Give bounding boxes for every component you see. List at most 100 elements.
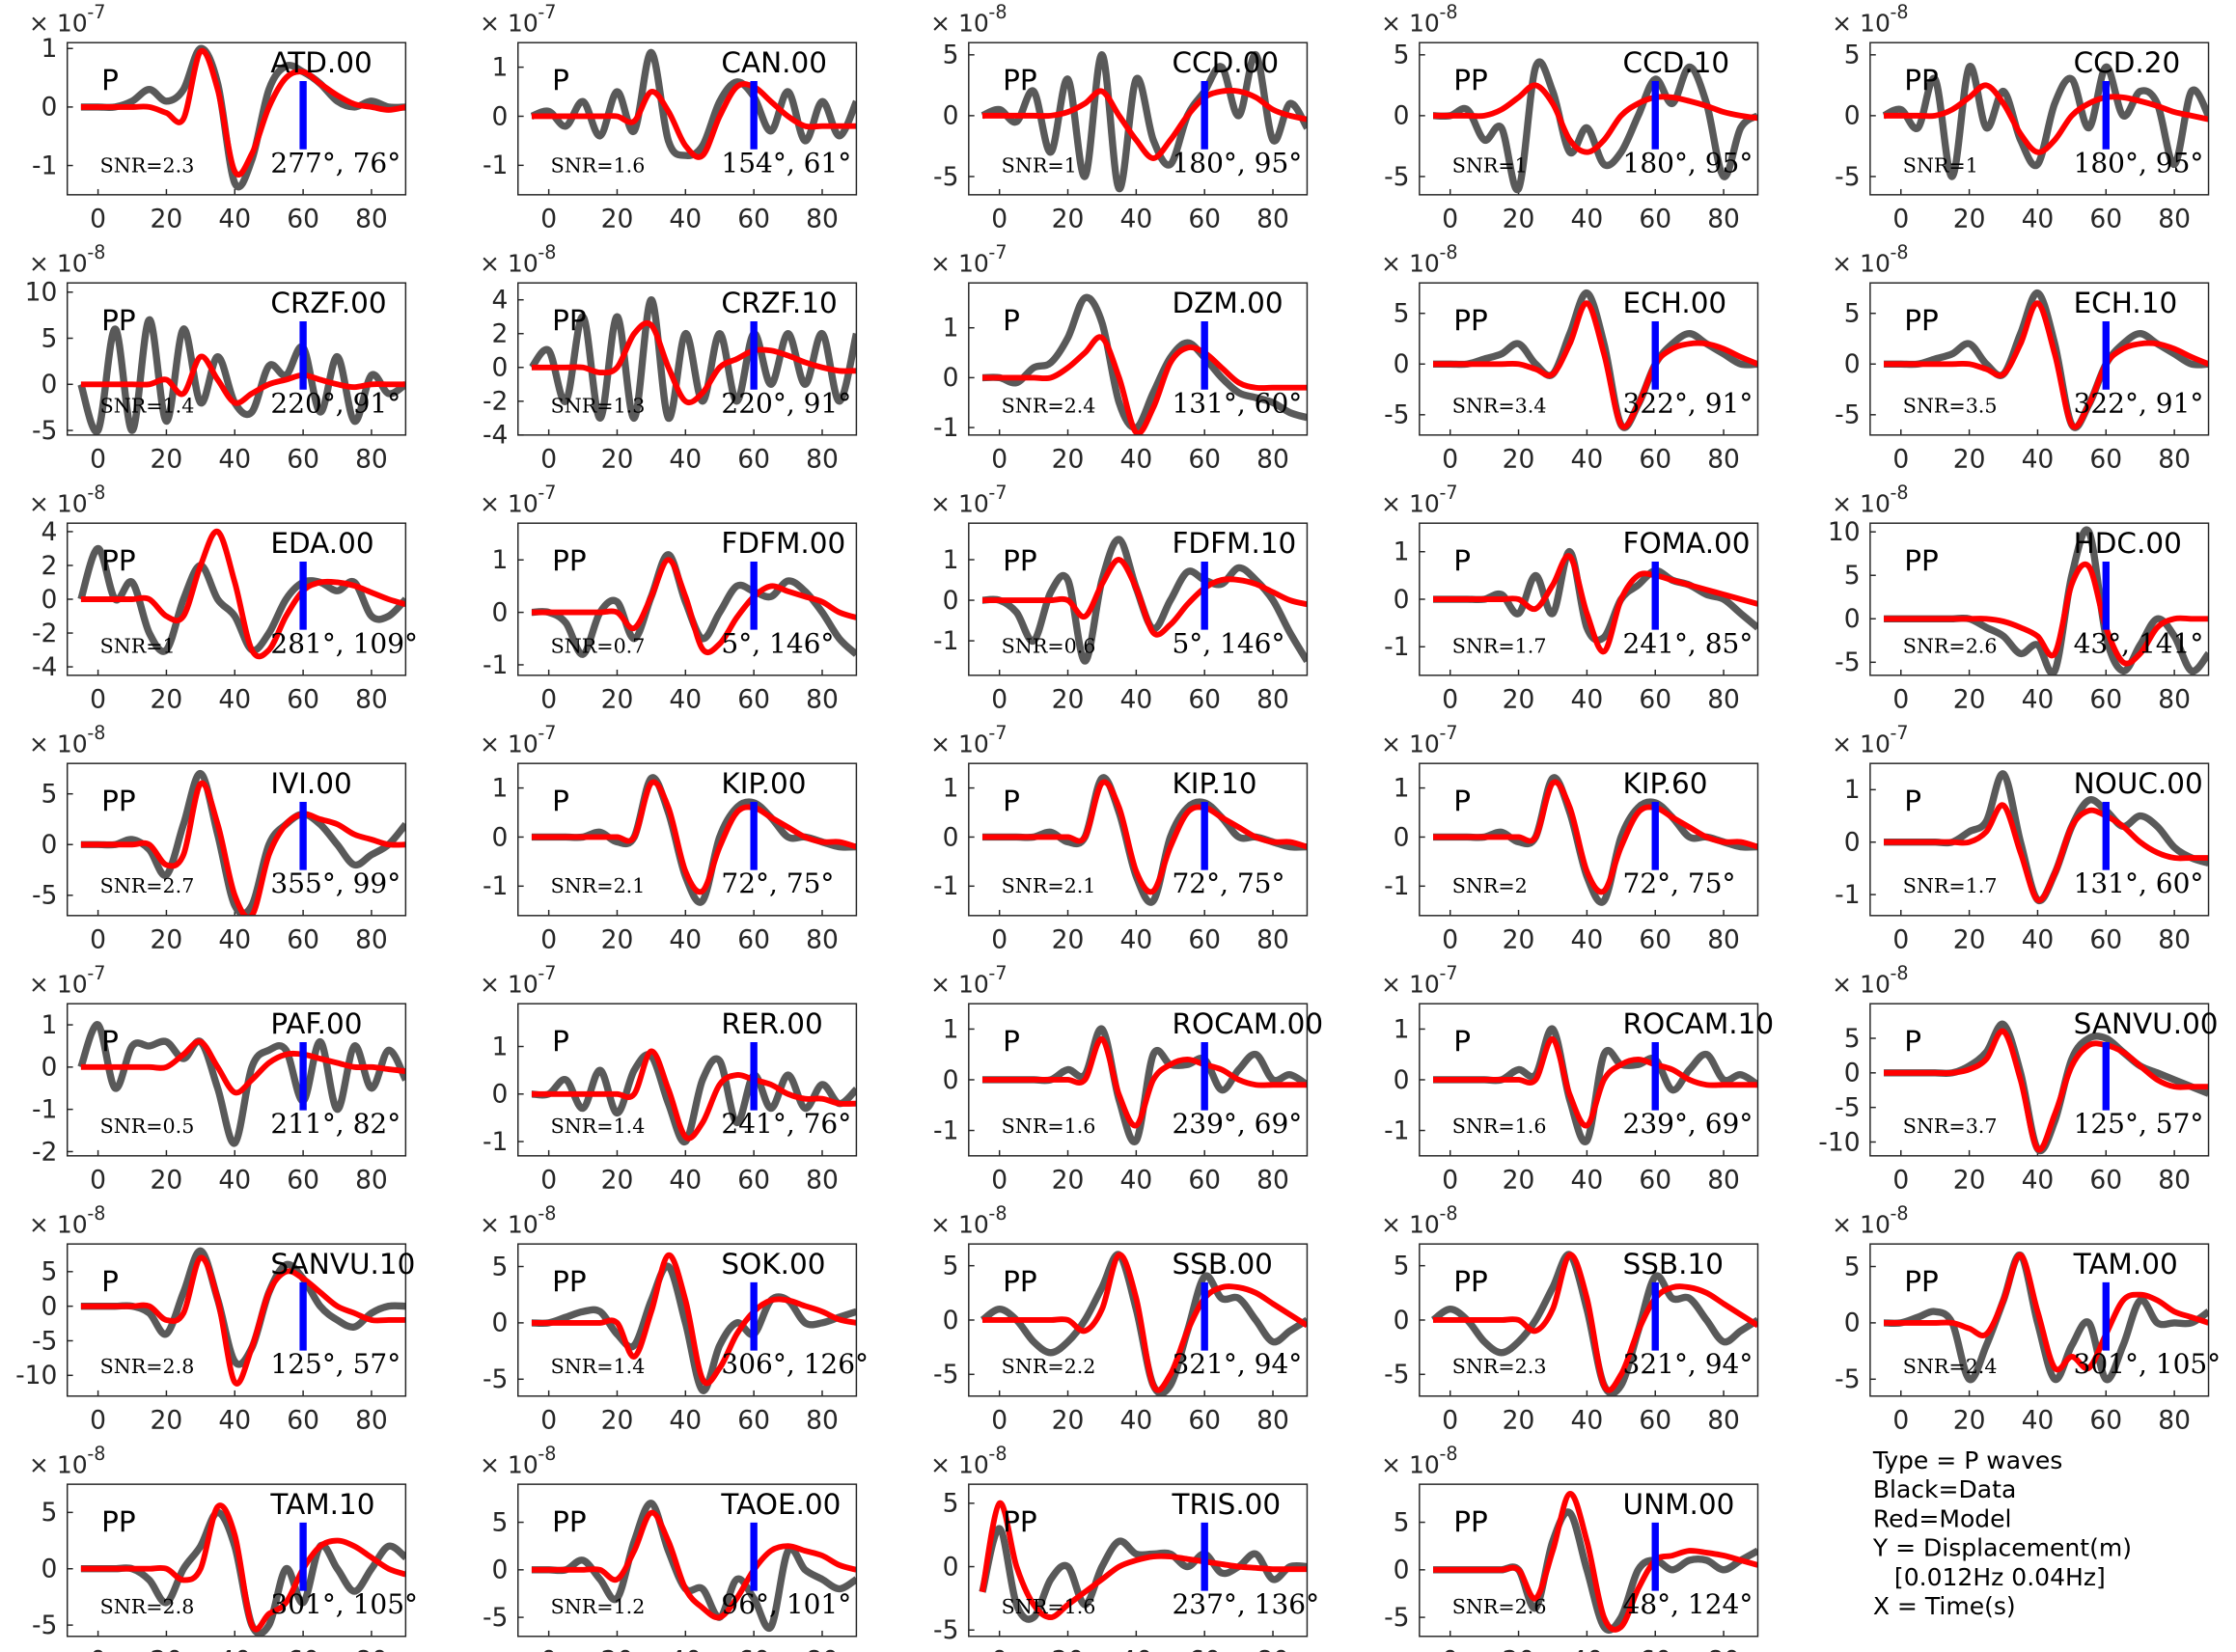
model-line: [980, 1500, 1308, 1621]
y-exponent: -7: [538, 1, 556, 23]
station-label: SANVU.00: [2074, 1007, 2219, 1040]
model-line: [80, 353, 406, 406]
y-tick-label: -1: [32, 151, 57, 180]
data-line: [80, 44, 406, 191]
panel: 0 20 40 60 80 -1 0 1 × 10 -7 P RER.00 SNR=1.4 241°, 7…: [480, 962, 858, 1196]
y-scale-label: × 10: [930, 1210, 989, 1238]
x-tick-label: 20: [601, 925, 634, 955]
y-tick-label: 1: [943, 1014, 959, 1044]
x-tick-label: 0: [1442, 685, 1458, 715]
curves: [531, 551, 857, 658]
x-tick-label: 80: [355, 205, 388, 234]
y-tick-label: 0: [41, 1555, 58, 1584]
snr-label: SNR=2.6: [1903, 634, 1998, 657]
x-tick-label: 0: [540, 205, 557, 234]
y-scale-label: × 10: [29, 249, 88, 277]
x-tick-label: 60: [287, 445, 319, 475]
station-label: TAOE.00: [720, 1488, 841, 1521]
x-tick-label: 0: [90, 205, 106, 234]
x-tick-label: 80: [806, 205, 839, 234]
x-tick-label: 40: [218, 685, 251, 715]
y-tick-label: 10: [1828, 517, 1861, 547]
model-line: [531, 1252, 857, 1387]
x-tick-label: 60: [2089, 925, 2122, 955]
x-tick-label: 40: [1119, 685, 1152, 715]
data-line: [528, 296, 857, 423]
x-tick-label: 40: [218, 1646, 251, 1652]
y-tick-label: 1: [1394, 773, 1410, 803]
model-line: [1433, 300, 1758, 430]
y-scale-label: × 10: [930, 249, 989, 277]
x-tick-label: 40: [2022, 205, 2055, 234]
y-tick-label: -2: [32, 619, 57, 648]
x-tick-label: 80: [2158, 445, 2191, 475]
x-tick-label: 20: [601, 685, 634, 715]
y-exponent: -7: [538, 482, 556, 504]
data-line: [531, 1500, 857, 1633]
y-scale-label: × 10: [480, 1210, 538, 1238]
x-tick-label: 80: [355, 445, 388, 475]
x-tick-label: 80: [355, 1406, 388, 1436]
x-tick-label: 60: [737, 1406, 770, 1436]
station-label: SANVU.10: [270, 1248, 415, 1280]
snr-label: SNR=2.3: [1452, 1355, 1547, 1378]
panel: 0 20 40 60 80 -1 0 1 × 10 -7 P ROCAM.10 SNR=1.6 239°,…: [1381, 962, 1774, 1196]
y-exponent: -7: [1891, 722, 1909, 744]
x-tick-label: 0: [991, 1406, 1008, 1436]
data-line: [979, 1525, 1308, 1623]
x-tick-label: 80: [806, 1166, 839, 1196]
y-tick-label: -5: [1384, 162, 1409, 192]
curves: [531, 1252, 857, 1394]
x-tick-label: 60: [1639, 205, 1671, 234]
station-label: ROCAM.00: [1172, 1007, 1323, 1040]
y-tick-label: 0: [492, 1080, 509, 1110]
angles-label: 239°, 69°: [1623, 1108, 1753, 1140]
y-exponent: -8: [1891, 1, 1909, 23]
x-tick-label: 0: [540, 685, 557, 715]
x-tick-label: 20: [1503, 1166, 1535, 1196]
y-tick-label: 0: [41, 830, 58, 860]
y-exponent: -8: [1439, 1443, 1457, 1465]
data-line: [1432, 58, 1758, 194]
panel: 0 20 40 60 80 -1 0 1 × 10 -7 P KIP.10 SNR=2.1 72°, 75…: [930, 722, 1309, 955]
axes-box: [517, 41, 858, 196]
x-tick-label: 60: [737, 445, 770, 475]
angles-label: 301°, 105°: [2074, 1348, 2222, 1380]
y-tick-label: -5: [32, 1326, 57, 1356]
axes-box: [1869, 1243, 2210, 1397]
legend-text: [0.012Hz 0.04Hz]: [1894, 1563, 2106, 1591]
x-tick-label: 20: [1503, 925, 1535, 955]
x-tick-label: 20: [1052, 1166, 1085, 1196]
x-tick-label: 40: [669, 205, 702, 234]
x-tick-label: 0: [1892, 685, 1909, 715]
curves: [80, 44, 406, 191]
angles-label: 125°, 57°: [2074, 1108, 2204, 1140]
x-tick-label: 40: [669, 685, 702, 715]
x-tick-label: 80: [1707, 925, 1740, 955]
y-scale-label: × 10: [930, 730, 989, 757]
snr-label: SNR=1.6: [551, 153, 646, 177]
phase-label: P: [1453, 1025, 1471, 1058]
x-tick-label: 60: [737, 925, 770, 955]
y-tick-label: -1: [1384, 1115, 1409, 1145]
x-tick-label: 40: [218, 205, 251, 234]
model-line: [1884, 561, 2209, 667]
x-tick-label: 80: [806, 1406, 839, 1436]
snr-label: SNR=3.4: [1452, 394, 1547, 417]
axes-box: [1419, 1483, 1759, 1638]
x-tick-label: 40: [218, 925, 251, 955]
x-tick-label: 40: [1571, 1646, 1604, 1652]
x-tick-label: 40: [1119, 925, 1152, 955]
x-tick-label: 80: [1256, 445, 1289, 475]
x-tick-label: 60: [2089, 1166, 2122, 1196]
y-tick-label: -2: [32, 1137, 57, 1167]
phase-label: PP: [552, 1505, 587, 1538]
model-line: [1884, 802, 2209, 903]
y-exponent: -7: [988, 722, 1007, 744]
panel: 0 20 40 60 80 -5 0 5 × 10 -8 PP ECH.10 SNR=3.5 322°, …: [1832, 241, 2210, 475]
y-scale-label: × 10: [930, 1450, 989, 1478]
x-tick-label: 40: [1119, 1166, 1152, 1196]
x-tick-label: 40: [2022, 445, 2055, 475]
x-tick-label: 0: [90, 1166, 106, 1196]
station-label: PAF.00: [270, 1007, 362, 1040]
